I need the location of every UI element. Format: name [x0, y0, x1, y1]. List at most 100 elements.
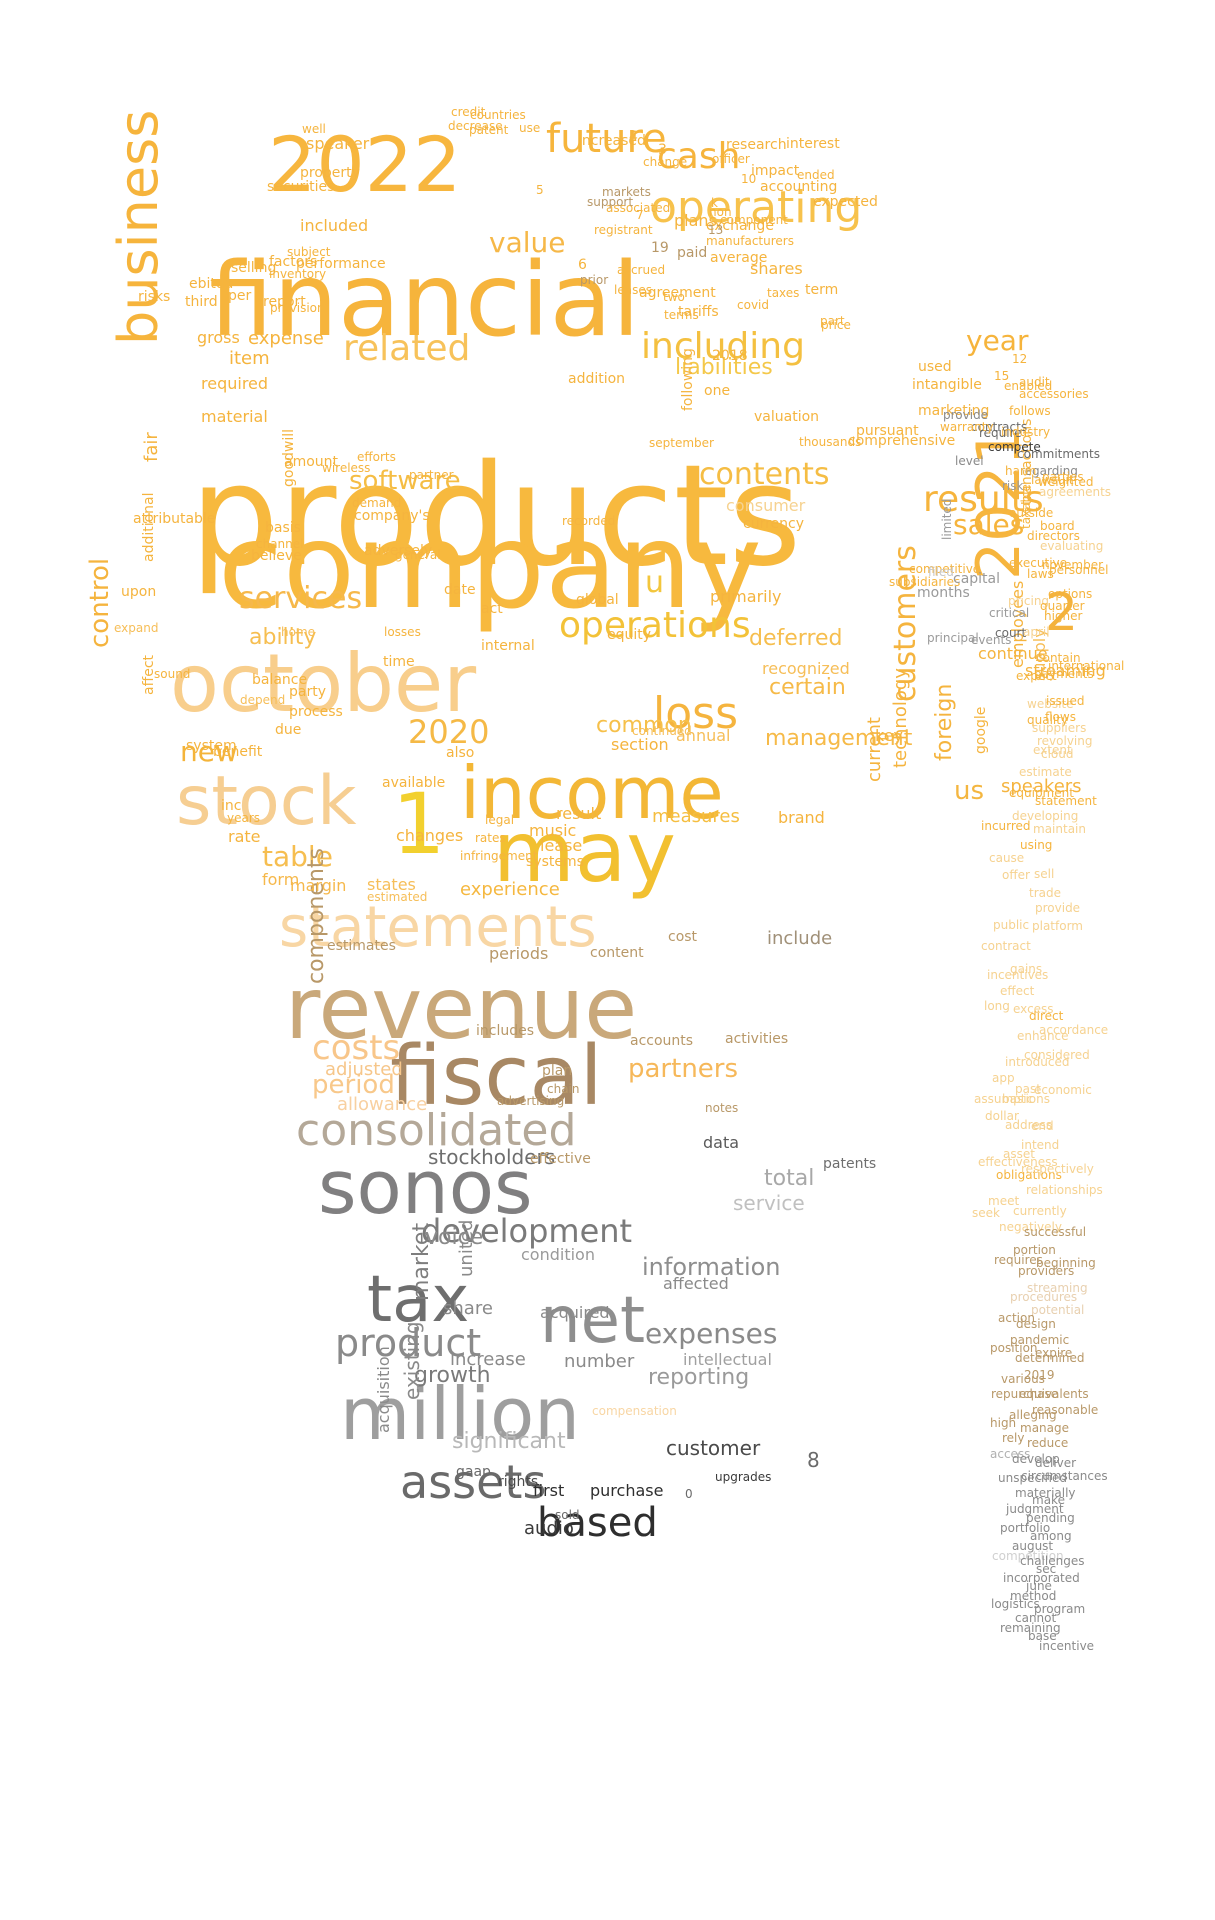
word-control: control	[85, 557, 115, 648]
word-impact: impact	[751, 163, 800, 179]
word-industry: industry	[1001, 425, 1051, 439]
word-meet: meet	[988, 1194, 1020, 1208]
word-ebitda: ebitda	[189, 276, 234, 292]
word-inventory: inventory	[269, 267, 327, 281]
word-address: address	[1005, 1118, 1053, 1132]
word-manage: manage	[1020, 1421, 1070, 1435]
word-global: global	[576, 592, 619, 608]
word-growth: growth	[414, 1363, 491, 1388]
word-incentive: incentive	[1039, 1639, 1095, 1653]
word-key: key	[875, 726, 904, 745]
word-obligations: obligations	[996, 1168, 1062, 1182]
word-operating: operating	[650, 182, 863, 233]
word-19: 19	[651, 240, 669, 256]
word-respectively: respectively	[1021, 1162, 1094, 1176]
word-2020: 2020	[408, 713, 490, 751]
word-required: required	[201, 374, 269, 393]
word-report: report	[263, 294, 306, 310]
word-follows: follows	[1009, 404, 1051, 418]
word-registrant: registrant	[594, 223, 653, 237]
word-may: may	[493, 803, 677, 901]
word-general: general	[395, 548, 441, 562]
word-included: included	[300, 216, 369, 235]
word-among: among	[1030, 1529, 1072, 1543]
word-estimate: estimate	[1019, 765, 1072, 779]
word-term: term	[805, 282, 839, 298]
word-results: results	[923, 479, 1044, 520]
word-pandemic: pandemic	[1010, 1333, 1070, 1347]
word-home: home	[281, 625, 316, 639]
word-credit: credit	[451, 105, 486, 119]
word-board: board	[1040, 519, 1075, 533]
word-system: system	[186, 738, 237, 754]
word-effectiveness: effectiveness	[978, 1155, 1058, 1169]
word-accordance: accordance	[1039, 1023, 1109, 1037]
word-margin: margin	[290, 876, 347, 895]
word-factors: factors	[269, 254, 318, 270]
word-technology: technology	[890, 668, 911, 768]
word-contracts: contracts	[971, 420, 1028, 434]
word-google: google	[973, 706, 989, 754]
word-interest: interest	[786, 136, 840, 152]
word-beginning: beginning	[1036, 1256, 1096, 1270]
word-acquired: acquired	[540, 1303, 610, 1322]
word-rights: rights	[498, 1474, 539, 1490]
word-accessories: accessories	[1019, 387, 1089, 401]
word-price: price	[821, 318, 851, 332]
word-speaker: speaker	[306, 134, 370, 153]
word-agreements: agreements	[1039, 485, 1112, 499]
word-october: october	[170, 637, 477, 730]
word-increased: increased	[578, 133, 646, 149]
word-first: first	[533, 1481, 565, 1500]
word-increase: increase	[450, 1349, 526, 1370]
word-exchange: exchange	[706, 218, 774, 234]
word-make: make	[1032, 1493, 1065, 1507]
word-level: level	[955, 454, 984, 468]
word-including: including	[641, 326, 805, 367]
word-loss: loss	[653, 688, 738, 739]
word-sonos: sonos	[318, 1145, 533, 1231]
word-provide: provide	[943, 408, 989, 422]
word-seek: seek	[972, 1206, 1000, 1220]
word-primarily: primarily	[710, 587, 782, 606]
word-non: non	[709, 205, 732, 219]
word-available: available	[382, 775, 446, 791]
word-capital: capital	[953, 571, 1001, 587]
word-united: united	[456, 1219, 477, 1277]
word-act: act	[481, 601, 503, 617]
word-4: 4	[629, 129, 638, 145]
word-service: service	[733, 1191, 805, 1215]
word-intend: intend	[1021, 1138, 1060, 1152]
word-circumstances: circumstances	[1021, 1469, 1108, 1483]
word-includes: includes	[476, 1023, 535, 1039]
word-attributable: attributable	[133, 511, 216, 527]
word-pursuant: pursuant	[856, 423, 919, 439]
word-competitive: competitive	[909, 562, 981, 576]
word-relationships: relationships	[1026, 1183, 1103, 1197]
word-legal: legal	[485, 813, 515, 827]
word-condition: condition	[521, 1245, 595, 1264]
word-liabilities: liabilities	[675, 355, 773, 380]
word-following: following	[680, 348, 696, 411]
word-currency: currency	[743, 516, 804, 532]
word-taxable: taxable	[1019, 484, 1033, 529]
word-channel: channel	[256, 537, 304, 551]
word-sales: sales	[953, 508, 1025, 541]
word-unspecified: unspecified	[998, 1471, 1067, 1485]
word-part: part	[820, 314, 845, 328]
word-judgment: judgment	[1006, 1502, 1064, 1516]
word-common: common	[596, 713, 692, 738]
word-upgrades: upgrades	[715, 1470, 772, 1484]
word-support: support	[587, 195, 634, 209]
word-high: high	[990, 1416, 1017, 1430]
word-reduce: reduce	[1027, 1436, 1069, 1450]
word-addition: addition	[568, 371, 626, 387]
word-basic: basic	[1002, 1092, 1034, 1106]
word-patent: patent	[469, 123, 509, 137]
word-sound: sound	[154, 667, 191, 681]
word-adjusted: adjusted	[325, 1059, 403, 1080]
word-services: services	[239, 581, 363, 616]
word-partner: partner	[409, 468, 454, 482]
word-audio: audio	[524, 1518, 574, 1539]
word-financial: financial	[209, 241, 641, 360]
